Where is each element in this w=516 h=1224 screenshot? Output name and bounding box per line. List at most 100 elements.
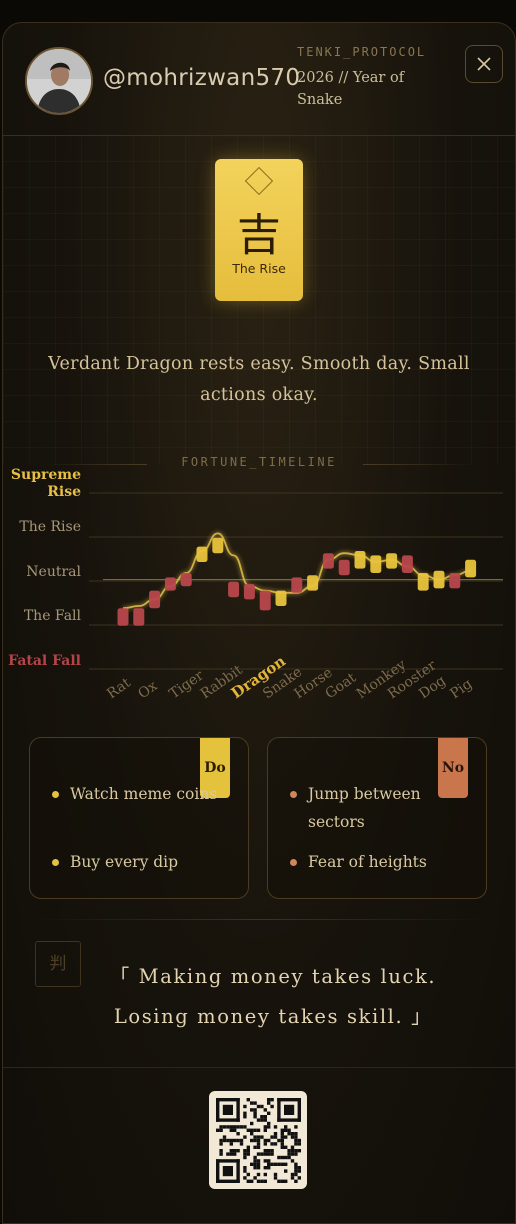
qr-module	[267, 1162, 271, 1166]
qr-module	[250, 1132, 254, 1136]
qr-module	[243, 1155, 247, 1160]
qr-module	[256, 1135, 261, 1139]
qr-module	[239, 1142, 244, 1146]
qr-module	[294, 1169, 298, 1173]
qr-module	[297, 1169, 301, 1173]
qr-module	[270, 1135, 274, 1139]
qr-module	[287, 1149, 291, 1153]
qr-module	[236, 1149, 240, 1153]
qr-module	[253, 1111, 257, 1115]
qr-module	[246, 1179, 250, 1183]
qr-finder-1	[222, 1104, 233, 1115]
qr-module	[226, 1138, 230, 1143]
qr-module	[284, 1162, 288, 1166]
candle-20	[417, 573, 429, 591]
candle-4	[164, 577, 176, 591]
qr-module	[219, 1125, 223, 1129]
qr-module	[273, 1135, 278, 1139]
qr-module	[273, 1162, 278, 1166]
qr-module	[239, 1138, 244, 1143]
do-panel: Do Watch meme coins Buy every dip	[29, 737, 249, 899]
qr-module	[246, 1145, 250, 1149]
qr-module	[256, 1128, 261, 1132]
qr-module	[273, 1125, 278, 1129]
qr-module	[256, 1162, 261, 1166]
qr-module	[267, 1149, 271, 1153]
qr-module	[297, 1142, 301, 1146]
qr-module	[250, 1101, 254, 1105]
qr-module	[267, 1125, 271, 1129]
header-divider	[3, 135, 515, 136]
qr-module	[219, 1152, 223, 1156]
qr-module	[233, 1149, 237, 1153]
qr-module	[270, 1104, 274, 1109]
qr-module	[294, 1142, 298, 1146]
qr-module	[284, 1125, 288, 1129]
qr-module	[297, 1176, 301, 1180]
x-label-rat: Rat	[104, 675, 134, 703]
qr-finder-3	[216, 1159, 220, 1183]
qr-module	[253, 1159, 257, 1163]
candle-23	[465, 559, 477, 578]
qr-module	[246, 1152, 250, 1156]
qr-module	[253, 1135, 257, 1139]
qr-module	[229, 1142, 233, 1146]
qr-module	[284, 1128, 288, 1132]
do-tag: Do	[200, 738, 230, 798]
qr-module	[297, 1138, 301, 1143]
timeline-title: FORTUNE_TIMELINE	[181, 455, 337, 469]
qr-module	[277, 1155, 281, 1160]
omen-label: The Rise	[232, 261, 286, 276]
y-label-supreme-rise: Supreme Rise	[10, 467, 81, 500]
qr-module	[290, 1149, 295, 1153]
no-item-1: Jump between sectors	[308, 785, 421, 831]
qr-module	[243, 1169, 247, 1173]
qr-module	[222, 1138, 227, 1143]
qr-module	[236, 1138, 240, 1143]
do-item-1: Watch meme coins	[70, 785, 218, 803]
qr-module	[290, 1176, 295, 1180]
qr-finder-3	[216, 1179, 240, 1183]
qr-module	[256, 1138, 261, 1143]
close-button[interactable]	[465, 45, 503, 83]
qr-module	[280, 1179, 284, 1183]
qr-module	[229, 1152, 233, 1156]
candle-13	[307, 575, 319, 591]
qr-finder-2	[277, 1118, 301, 1122]
qr-module	[280, 1145, 284, 1149]
qr-module	[229, 1138, 233, 1143]
qr-module	[294, 1125, 298, 1129]
qr-module	[250, 1121, 254, 1126]
qr-module	[294, 1166, 298, 1170]
qr-module	[233, 1125, 237, 1129]
qr-module	[236, 1125, 240, 1129]
y-label-the-fall: The Fall	[23, 608, 81, 624]
qr-module	[239, 1125, 244, 1129]
qr-module	[243, 1149, 247, 1153]
no-bullet-dot-2	[290, 859, 297, 866]
qr-module	[263, 1118, 267, 1122]
do-item-2: Buy every dip	[70, 853, 179, 871]
qr-module	[290, 1172, 295, 1177]
qr-module	[294, 1162, 298, 1166]
diamond-icon	[244, 166, 274, 196]
qr-module	[280, 1162, 284, 1166]
qr-module	[267, 1152, 271, 1156]
qr-finder-1	[216, 1098, 220, 1122]
qr-finder-3	[236, 1159, 240, 1183]
qr-module	[263, 1142, 267, 1146]
candle-10	[259, 590, 271, 611]
candle-21	[433, 570, 445, 589]
qr-module	[229, 1125, 233, 1129]
qr-module	[270, 1162, 274, 1166]
qr-module	[216, 1128, 220, 1132]
qr-module	[284, 1155, 288, 1160]
qr-module	[243, 1166, 247, 1170]
qr-module	[256, 1104, 261, 1109]
qr-module	[250, 1179, 254, 1183]
qr-module	[243, 1111, 247, 1115]
qr-module	[246, 1128, 250, 1132]
verdict-icon: 判	[35, 941, 81, 987]
section-divider	[33, 919, 485, 920]
qr-module	[246, 1149, 250, 1153]
